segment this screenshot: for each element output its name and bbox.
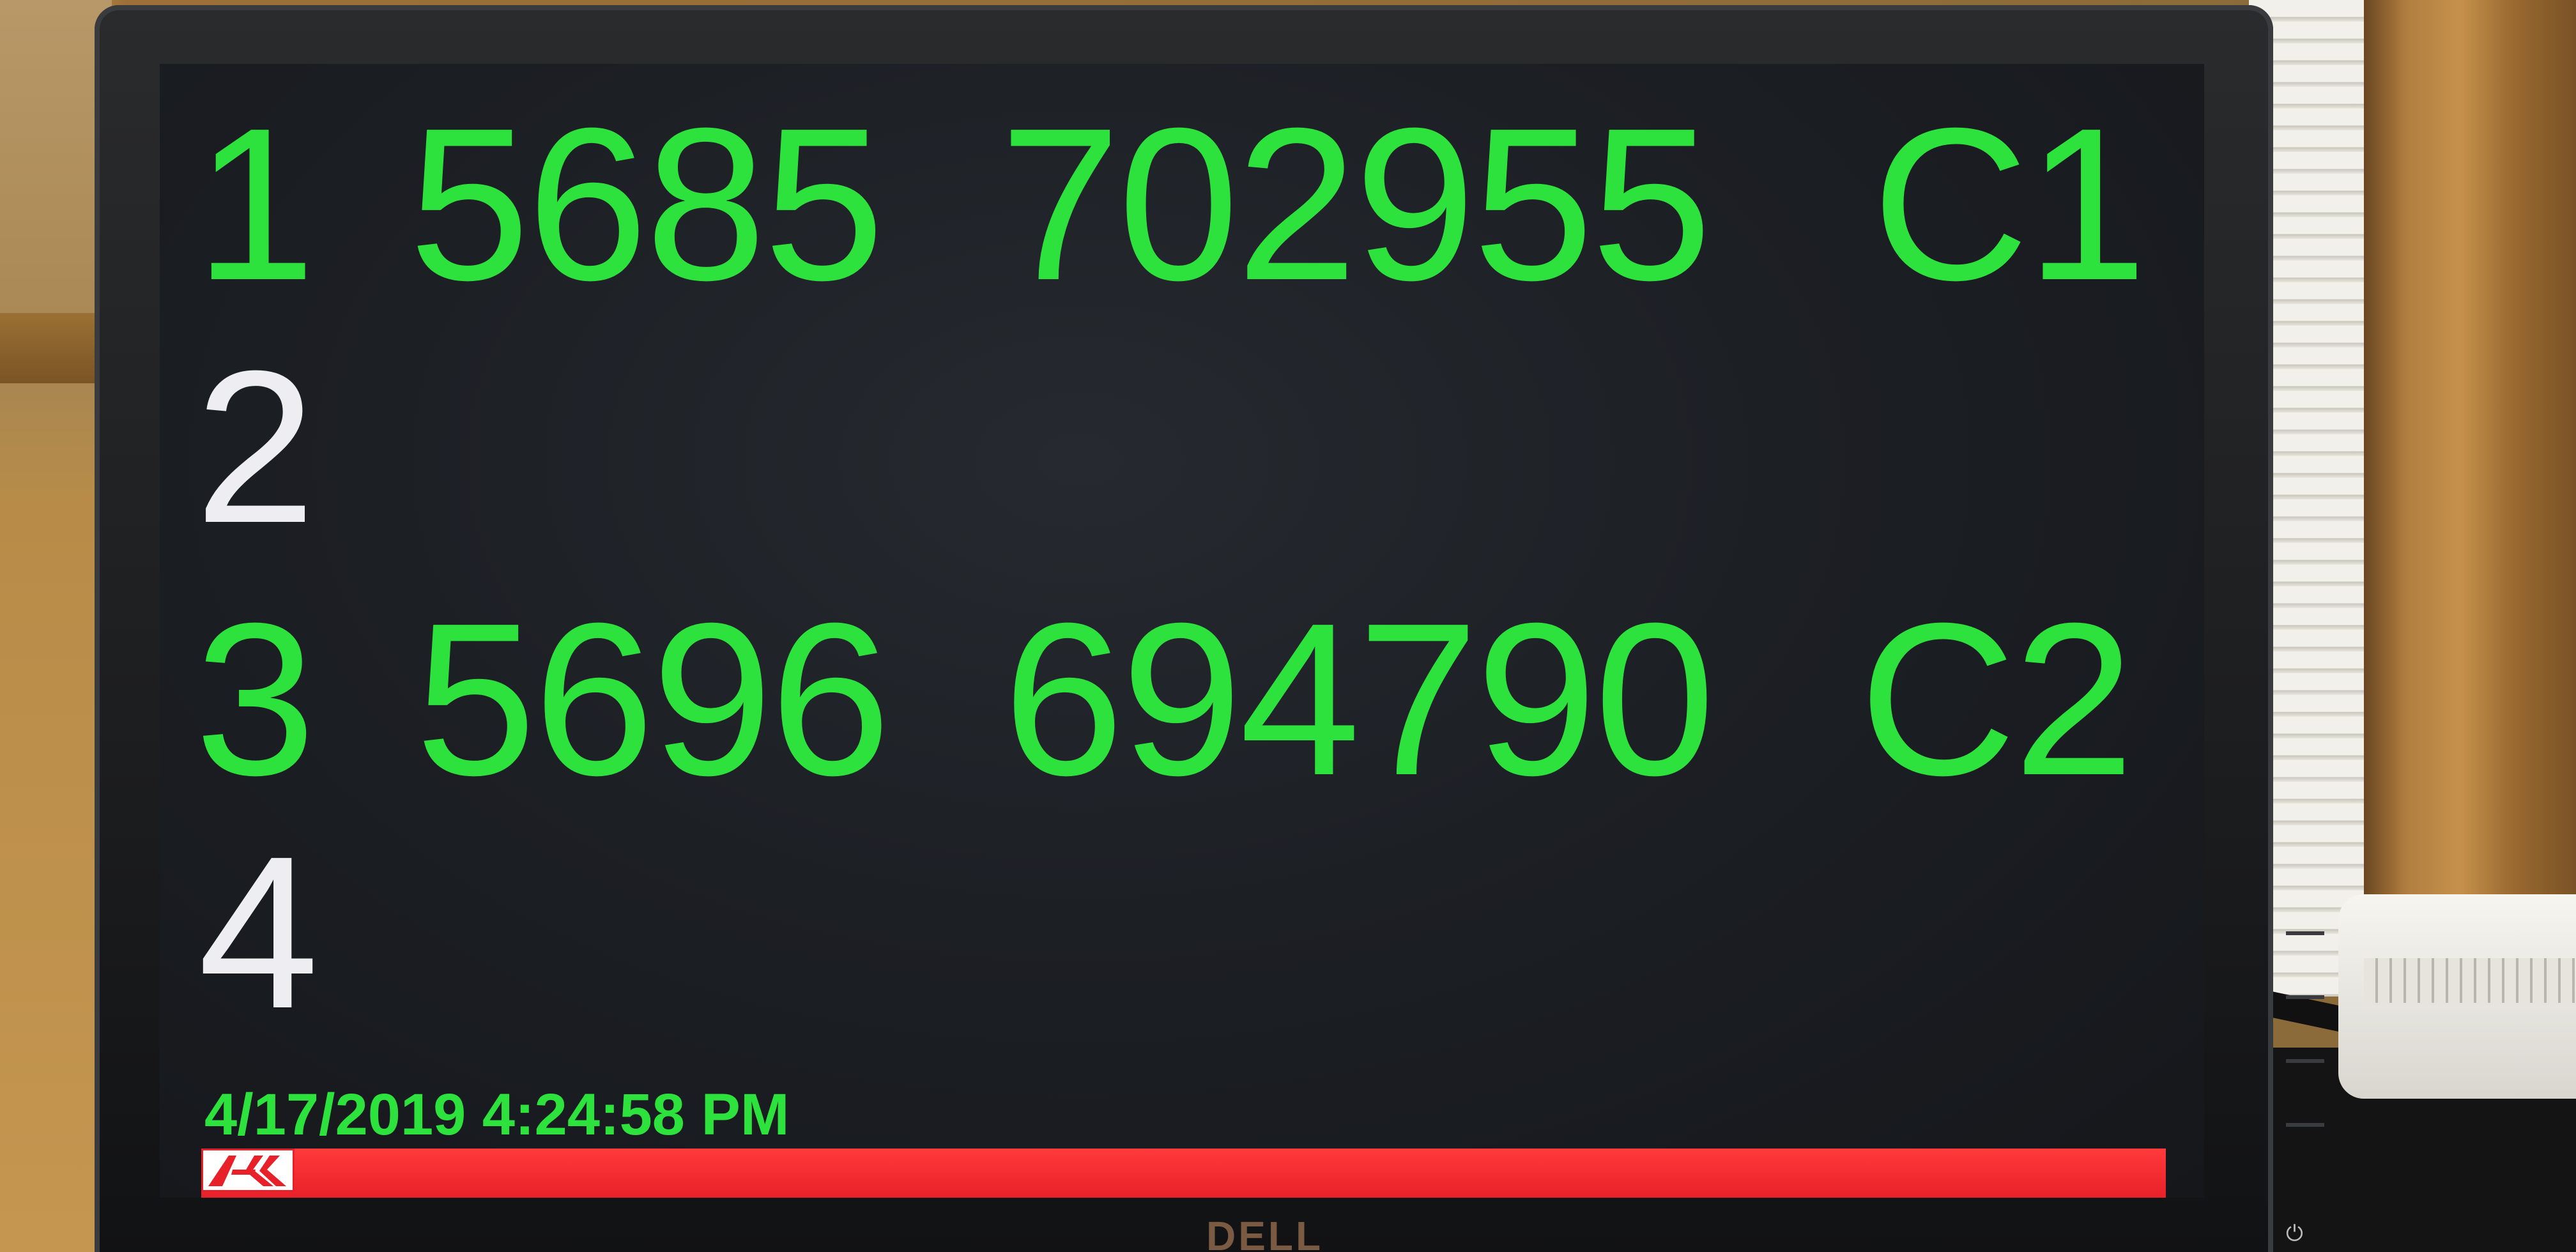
row-slot: C1	[1872, 83, 2147, 326]
row-code: 5685	[409, 83, 884, 326]
wall-corkboard	[0, 0, 112, 1252]
row-number: 4	[198, 811, 319, 1054]
monitor-button[interactable]	[2286, 1123, 2324, 1127]
display-row: 3 5696 694790 C2	[160, 578, 2204, 821]
row-number: 3	[195, 578, 316, 821]
display-row: 4	[160, 811, 2204, 1054]
wall-trim	[0, 313, 112, 383]
monitor-button[interactable]	[2286, 931, 2324, 935]
row-value: 694790	[1003, 578, 1715, 821]
company-logo-icon	[201, 1149, 295, 1192]
row-number: 2	[195, 326, 316, 569]
timestamp: 4/17/2019 4:24:58 PM	[204, 1082, 790, 1147]
monitor-brand: DELL	[1206, 1213, 1324, 1252]
status-bar	[201, 1149, 2166, 1198]
row-value: 702955	[1000, 83, 1712, 326]
display-row: 2	[160, 326, 2204, 569]
row-number: 1	[195, 83, 316, 326]
display-screen: 1 5685 702955 C1 2 3 5696 694790 C2 4 4/…	[160, 64, 2204, 1198]
device-vents	[2364, 958, 2575, 1003]
monitor-button[interactable]	[2286, 995, 2324, 999]
row-code: 5696	[415, 578, 891, 821]
monitor-button[interactable]	[2286, 1059, 2324, 1063]
display-row: 1 5685 702955 C1	[160, 83, 2204, 326]
power-icon[interactable]: ⏻	[2286, 1221, 2303, 1246]
row-slot: C2	[1859, 578, 2135, 821]
